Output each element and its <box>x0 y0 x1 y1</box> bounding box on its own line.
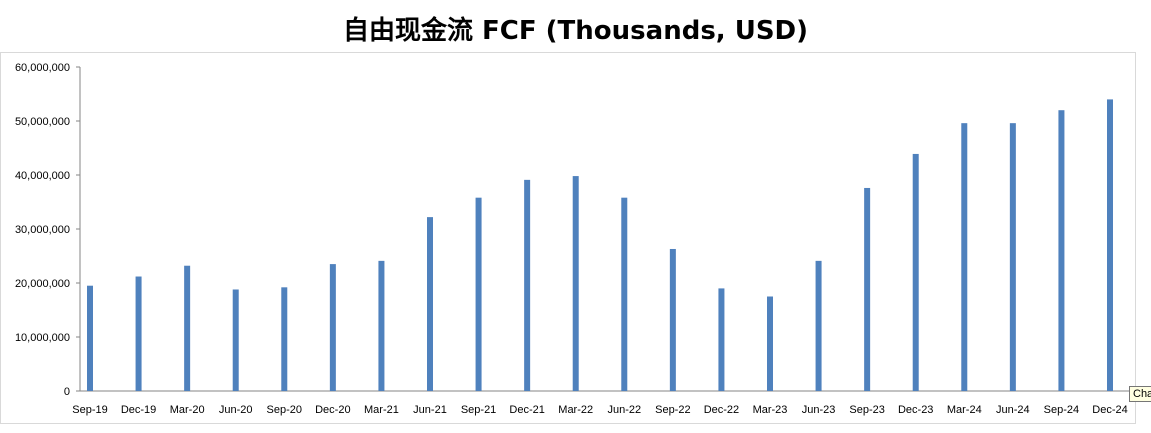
y-tick-label: 40,000,000 <box>15 170 70 182</box>
y-axis-ticks: 0 10,000,000 20,000,000 30,000,000 40,000,00… <box>15 62 80 398</box>
x-tick-label: Dec-20 <box>315 404 350 416</box>
x-tick-label: Jun-22 <box>607 404 641 416</box>
bar <box>815 260 822 391</box>
x-tick-label: Sep-19 <box>72 404 107 416</box>
bar <box>621 197 628 391</box>
chart-tooltip: Cha <box>1129 386 1151 402</box>
x-tick-label: Mar-23 <box>753 404 788 416</box>
x-tick-label: Dec-19 <box>121 404 156 416</box>
chart-title: 自由现金流 FCF (Thousands, USD) <box>342 16 809 46</box>
x-tick-label: Sep-20 <box>267 404 302 416</box>
y-tick-label: 0 <box>64 386 70 398</box>
bar <box>184 265 191 391</box>
x-tick-label: Mar-20 <box>170 404 205 416</box>
bar <box>864 187 871 391</box>
y-tick-label: 30,000,000 <box>15 224 70 236</box>
bar <box>669 248 676 391</box>
x-tick-label: Mar-22 <box>558 404 593 416</box>
bar <box>767 296 773 391</box>
bars <box>87 99 1113 392</box>
bar <box>87 285 93 391</box>
y-tick-label: 20,000,000 <box>15 278 70 290</box>
bar <box>475 197 482 391</box>
x-tick-label: Jun-21 <box>413 404 447 416</box>
bar <box>524 179 531 391</box>
bar <box>1009 123 1016 391</box>
bar <box>572 176 579 391</box>
x-axis-ticks: Sep-19 Dec-19 Mar-20 Jun-20 Sep-20 Dec-20 Mar-… <box>72 404 1127 416</box>
chart-area-border <box>0 52 1136 424</box>
bar <box>329 264 336 391</box>
x-tick-label: Dec-21 <box>509 404 544 416</box>
x-tick-label: Sep-22 <box>655 404 690 416</box>
x-tick-label: Dec-22 <box>704 404 739 416</box>
x-tick-label: Jun-20 <box>219 404 253 416</box>
bar <box>232 289 239 391</box>
bar <box>1107 99 1113 392</box>
x-tick-label: Sep-23 <box>849 404 884 416</box>
y-tick-label: 60,000,000 <box>15 62 70 74</box>
bar <box>135 276 142 391</box>
bar <box>912 153 919 391</box>
x-tick-label: Jun-23 <box>802 404 836 416</box>
x-tick-label: Mar-24 <box>947 404 982 416</box>
bar <box>427 217 433 391</box>
x-tick-label: Dec-23 <box>898 404 933 416</box>
y-tick-label: 10,000,000 <box>15 332 70 344</box>
x-tick-label: Sep-21 <box>461 404 496 416</box>
bar <box>1058 110 1065 391</box>
bar <box>718 288 725 391</box>
bar <box>378 260 385 391</box>
x-tick-label: Mar-21 <box>364 404 399 416</box>
y-tick-label: 50,000,000 <box>15 116 70 128</box>
x-tick-label: Dec-24 <box>1092 404 1127 416</box>
bar <box>281 287 288 391</box>
x-tick-label: Jun-24 <box>996 404 1030 416</box>
x-tick-label: Sep-24 <box>1044 404 1079 416</box>
bar <box>961 123 968 391</box>
